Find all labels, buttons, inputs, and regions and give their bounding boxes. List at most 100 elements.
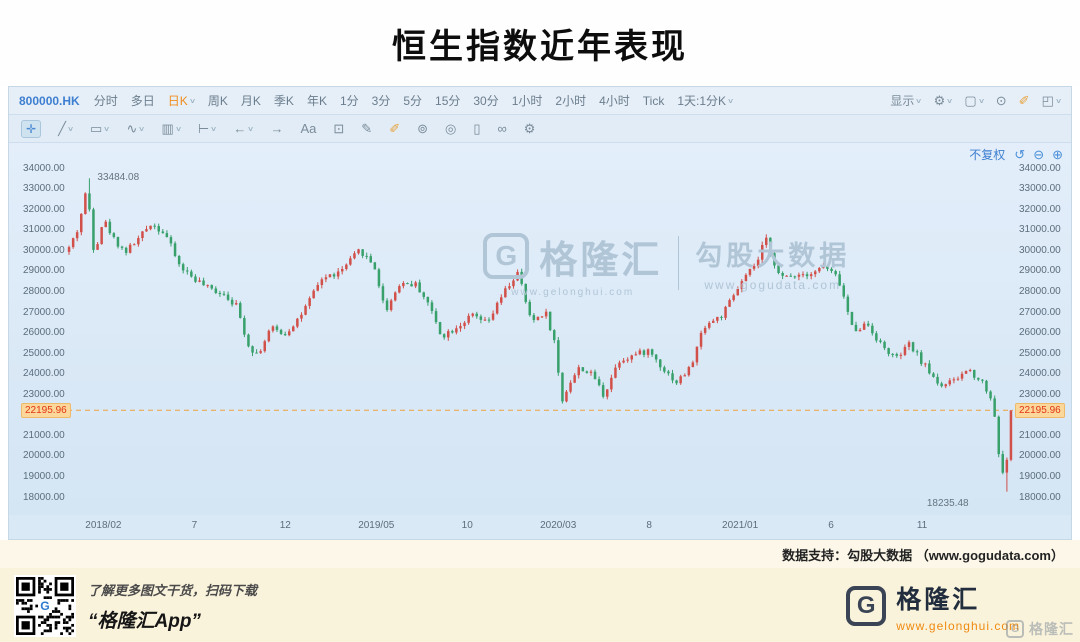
layout-icon[interactable]: ▢∨: [964, 92, 985, 108]
y-tick-label: 23000.00: [1019, 388, 1061, 400]
y-tick-label: 21000.00: [1019, 429, 1061, 441]
timeframe-日K[interactable]: 日K∨: [167, 94, 196, 108]
move-tool-icon[interactable]: ✛: [21, 119, 42, 138]
high-price-annotation: 33484.08: [97, 172, 140, 184]
toolbar-right-icons: ⚙∨ ▢∨ ⊙ ✐ ◰∨: [933, 92, 1063, 109]
timeframe-1小时[interactable]: 1小时: [511, 94, 543, 108]
timeframe-多日[interactable]: 多日: [130, 94, 155, 108]
y-tick-label: 18000.00: [23, 491, 65, 503]
footer-app-name: “格隆汇App”: [88, 610, 201, 632]
shape-tool-icon[interactable]: ▭∨: [90, 121, 111, 136]
arrow-left-icon[interactable]: ←∨: [233, 121, 255, 136]
camera-icon[interactable]: ⊙: [995, 92, 1007, 108]
y-axis-right: 34000.00 33000.00 32000.00 31000.00 30000.00…: [1013, 143, 1071, 515]
pencil-tool-icon[interactable]: ✎: [361, 121, 373, 136]
chart-panel: 800000.HK 分时 多日 日K∨ 周K 月K 季K 年K 1分 3分 5分 15分 30分 1小时…: [8, 86, 1072, 540]
x-tick-label: 2018/02: [85, 520, 122, 531]
chart-area: 不复权 ↺ ⊖ ⊕ 34000.00 33000.00 32000.00 31000.00…: [9, 143, 1071, 515]
y-tick-label: 25000.00: [23, 347, 65, 359]
timeframe-2小时[interactable]: 2小时: [555, 94, 587, 108]
rings-tool-icon[interactable]: ⊚: [417, 121, 428, 136]
corner-watermark-text: 格隆汇: [1029, 621, 1074, 637]
x-tick-label: 6: [828, 520, 834, 531]
candlestick-plot[interactable]: G 格隆汇 www.gelonghui.com 勾股大数据 www.goguda…: [67, 143, 1013, 515]
chevron-down-icon: ∨: [188, 98, 196, 105]
y-tick-label: 29000.00: [1019, 265, 1061, 277]
chevron-down-icon: ∨: [977, 97, 985, 105]
chevron-down-icon: ∨: [915, 98, 923, 105]
gelonghui-logo-icon: G: [1006, 620, 1024, 638]
link-tool-icon[interactable]: ∞: [497, 121, 507, 136]
toolbar-right-group: 显示∨ ⚙∨ ▢∨ ⊙ ✐ ◰∨: [890, 92, 1063, 109]
timeframe-年K[interactable]: 年K: [306, 94, 327, 108]
chevron-down-icon: ∨: [210, 126, 218, 133]
chevron-down-icon: ∨: [174, 126, 182, 133]
trendline-tool-icon[interactable]: ╱∨: [58, 121, 75, 136]
wave-tool-icon[interactable]: ∿∨: [126, 121, 146, 136]
y-tick-label: 21000.00: [23, 429, 65, 441]
symbol-label[interactable]: 800000.HK: [19, 93, 80, 108]
zoom-out-icon[interactable]: ⊖: [1033, 146, 1045, 162]
y-tick-label: 34000.00: [1019, 162, 1061, 174]
zoom-in-icon[interactable]: ⊕: [1052, 146, 1063, 162]
timeframe-季K[interactable]: 季K: [273, 94, 294, 108]
timeframe-分时[interactable]: 分时: [93, 94, 118, 108]
timeframe-3分[interactable]: 3分: [371, 94, 391, 108]
highlight-pen-icon[interactable]: ✐: [389, 121, 401, 136]
chevron-down-icon: ∨: [946, 97, 954, 105]
qr-code: G: [14, 575, 76, 637]
footer-caption: 了解更多图文干货，扫码下载: [88, 582, 258, 598]
comment-tool-icon[interactable]: ⊡: [333, 121, 345, 136]
measure-tool-icon[interactable]: ⊢∨: [197, 121, 218, 136]
svg-text:G: G: [40, 599, 49, 613]
indicator-tool-icon[interactable]: ▥∨: [161, 121, 182, 136]
expand-icon[interactable]: ◰∨: [1041, 92, 1063, 108]
target-tool-icon[interactable]: ◎: [445, 121, 457, 136]
x-axis: 2018/02 7 12 2019/05 10 2020/03 8 2021/01 6 11: [67, 515, 1013, 539]
low-price-annotation: 18235.48: [926, 497, 969, 509]
chevron-down-icon: ∨: [66, 126, 75, 133]
text-tool-icon[interactable]: Aa: [300, 121, 317, 136]
timeframe-周K[interactable]: 周K: [207, 94, 228, 108]
adjust-row: 不复权 ↺ ⊖ ⊕: [969, 146, 1063, 163]
eraser-tool-icon[interactable]: ▯: [473, 121, 481, 136]
x-tick-label: 7: [191, 520, 198, 531]
y-tick-label: 32000.00: [1019, 203, 1061, 215]
timeframe-1分[interactable]: 1分: [339, 94, 359, 108]
x-tick-label: 8: [646, 520, 652, 531]
arrow-right-icon[interactable]: →: [270, 121, 284, 136]
chevron-down-icon: ∨: [247, 126, 255, 133]
chevron-down-icon: ∨: [1054, 97, 1063, 105]
candlestick-canvas[interactable]: [67, 143, 1013, 515]
timeframe-4小时[interactable]: 4小时: [599, 94, 630, 108]
y-tick-label: 24000.00: [1019, 368, 1061, 380]
chevron-down-icon: ∨: [138, 126, 146, 133]
y-tick-label: 31000.00: [1019, 224, 1061, 236]
timeframe-5分[interactable]: 5分: [403, 94, 423, 108]
y-tick-label: 27000.00: [1019, 306, 1061, 318]
tool-settings-icon[interactable]: ⚙: [523, 121, 536, 136]
pen-icon[interactable]: ✐: [1018, 92, 1030, 108]
y-tick-label: 20000.00: [1019, 450, 1061, 462]
timeframe-1天:1分K[interactable]: 1天:1分K∨: [677, 94, 735, 108]
y-tick-label: 28000.00: [23, 285, 65, 297]
undo-icon[interactable]: ↺: [1014, 146, 1026, 162]
footer-brand-url: www.gelonghui.com: [896, 618, 1020, 633]
timeframe-toolbar: 800000.HK 分时 多日 日K∨ 周K 月K 季K 年K 1分 3分 5分 15分 30分 1小时…: [9, 87, 1071, 115]
adjust-mode-button[interactable]: 不复权: [969, 148, 1006, 162]
footer-brand-logo: G 格隆汇 www.gelonghui.com: [846, 580, 1020, 633]
y-tick-label: 30000.00: [1019, 244, 1061, 256]
y-tick-label: 26000.00: [23, 327, 65, 339]
corner-watermark: G 格隆汇: [1006, 619, 1074, 639]
timeframe-15分[interactable]: 15分: [435, 94, 461, 108]
timeframe-Tick[interactable]: Tick: [642, 94, 665, 108]
x-tick-label: 10: [461, 520, 473, 531]
y-tick-label: 31000.00: [23, 224, 65, 236]
chevron-down-icon: ∨: [727, 98, 735, 105]
timeframe-30分[interactable]: 30分: [473, 94, 499, 108]
timeframe-月K[interactable]: 月K: [240, 94, 261, 108]
settings-gear-icon[interactable]: ⚙∨: [933, 92, 954, 108]
y-tick-label: 23000.00: [23, 388, 65, 400]
y-tick-label: 25000.00: [1019, 347, 1061, 359]
display-menu[interactable]: 显示∨: [890, 94, 923, 108]
